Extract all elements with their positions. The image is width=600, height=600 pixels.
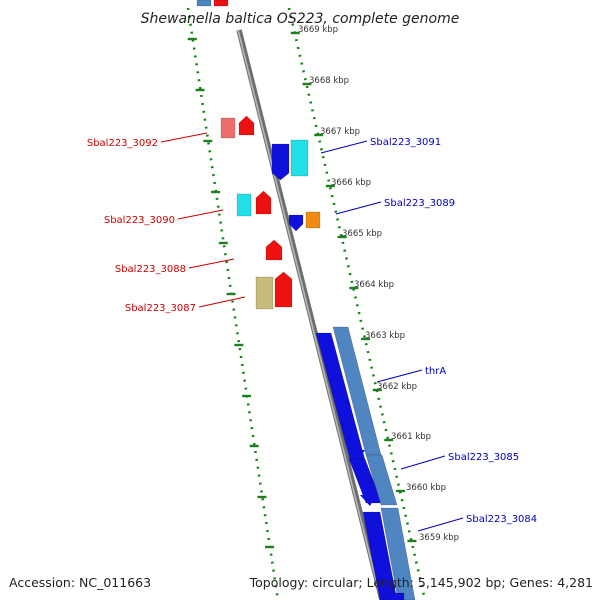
gene-sbal223-3089 <box>305 211 321 229</box>
label-leader-line <box>188 258 235 269</box>
gene-label-sbal223-3091[interactable]: Sbal223_3091 <box>370 137 441 148</box>
gene-sbal223-3085-steel <box>365 454 398 506</box>
feature-tracks <box>186 7 427 600</box>
gene-sbal223-3084 <box>362 511 398 600</box>
label-leader-line <box>417 517 464 532</box>
gene-sbal223-3085-tip <box>360 495 376 506</box>
gene-top-steel <box>196 0 212 7</box>
gene-sbal223-3089-blue <box>288 214 304 232</box>
kbp-tick-label: 3663 kbp <box>365 331 405 341</box>
kbp-ruler: 3669 kbp 3668 kbp 3667 kbp 3666 kbp 3665 kbp… <box>298 25 459 543</box>
gene-features <box>196 0 416 600</box>
gene-sbal223-3092 <box>238 115 255 136</box>
gene-sbal223-3087 <box>274 271 293 308</box>
backbone-line <box>236 29 385 600</box>
gene-sbal223-3090 <box>255 190 272 215</box>
kbp-tick-label: 3661 kbp <box>391 432 431 442</box>
accession-text: Accession: NC_011663 <box>9 575 151 590</box>
label-leader-line <box>160 132 208 143</box>
gene-sbal223-3088 <box>265 239 283 261</box>
genome-title: Shewanella baltica OS223, complete genom… <box>141 11 460 27</box>
gene-sbal223-3084-steel <box>380 507 416 600</box>
kbp-tick-label: 3659 kbp <box>419 533 459 543</box>
label-leader-line <box>400 455 446 470</box>
backbone-highlight <box>237 29 382 600</box>
gene-sbal223-3087-khaki <box>255 276 274 310</box>
gene-label-sbal223-3089[interactable]: Sbal223_3089 <box>384 198 455 209</box>
gene-sbal223-3091-blue <box>271 143 290 181</box>
gene-sbal223-3090-cyan <box>236 193 252 217</box>
kbp-tick-label: 3667 kbp <box>320 127 360 137</box>
label-leader-line <box>376 369 423 383</box>
gene-label-sbal223-3090[interactable]: Sbal223_3090 <box>104 215 175 226</box>
gene-label-sbal223-3088[interactable]: Sbal223_3088 <box>115 264 186 275</box>
genome-summary-text: Topology: circular; Length: 5,145,902 bp… <box>249 575 593 590</box>
gene-label-sbal223-3087[interactable]: Sbal223_3087 <box>125 303 196 314</box>
gene-label-sbal223-3085[interactable]: Sbal223_3085 <box>448 452 519 463</box>
kbp-tick-label: 3665 kbp <box>342 229 382 239</box>
gene-top-red <box>213 0 229 7</box>
gene-label-sbal223-3084[interactable]: Sbal223_3084 <box>466 514 537 525</box>
gene-label-thra[interactable]: thrA <box>425 366 446 377</box>
genome-backbone <box>236 29 385 600</box>
kbp-tick-label: 3664 kbp <box>354 280 394 290</box>
gene-labels: Sbal223_3092 Sbal223_3090 Sbal223_3088 Sbal… <box>87 132 537 532</box>
gene-label-sbal223-3092[interactable]: Sbal223_3092 <box>87 138 158 149</box>
label-leader-line <box>198 296 246 308</box>
gene-thra-tip <box>350 450 365 462</box>
gene-bottom-blue <box>385 592 405 600</box>
kbp-tick-label: 3660 kbp <box>406 483 446 493</box>
kbp-tick-label: 3669 kbp <box>298 25 338 35</box>
label-leader-line <box>177 209 224 220</box>
kbp-tick-label: 3668 kbp <box>309 76 349 86</box>
gene-sbal223-3091 <box>290 139 309 177</box>
kbp-tick-label: 3662 kbp <box>377 382 417 392</box>
label-leader-line <box>320 140 368 154</box>
gene-sbal223-3092-pink <box>220 117 236 139</box>
kbp-tick-label: 3666 kbp <box>331 178 371 188</box>
label-leader-line <box>335 201 382 215</box>
